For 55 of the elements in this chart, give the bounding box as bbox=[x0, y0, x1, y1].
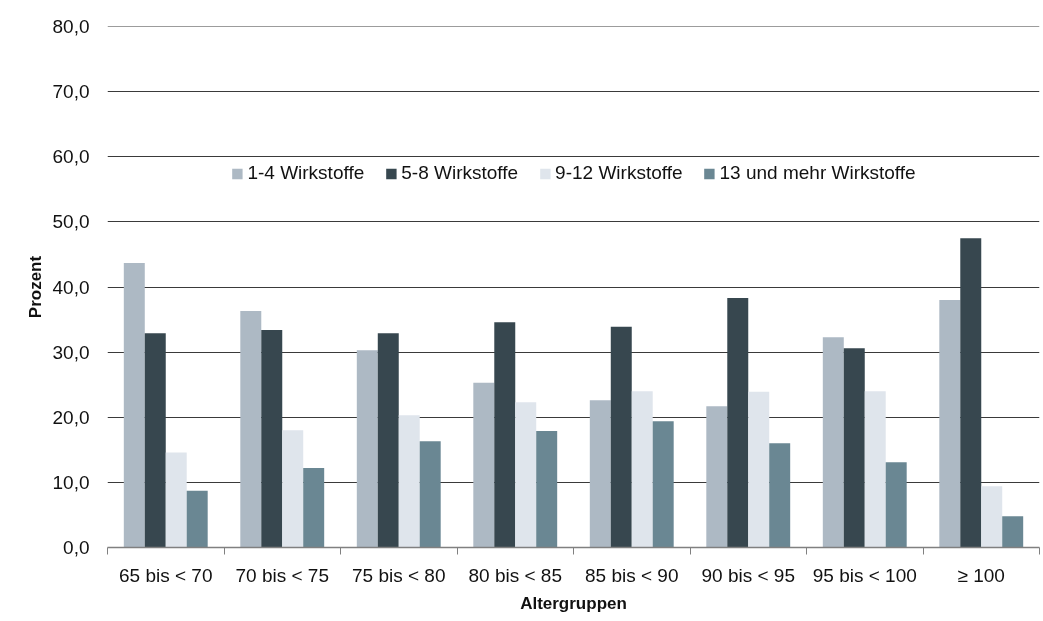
bar bbox=[123, 262, 145, 548]
y-tick-label: 80,0 bbox=[52, 16, 90, 37]
bar bbox=[843, 348, 865, 548]
bar bbox=[960, 238, 982, 548]
bar bbox=[769, 443, 791, 548]
bar bbox=[939, 300, 961, 548]
bar bbox=[494, 322, 516, 548]
x-tick-label: 75 bis < 80 bbox=[352, 564, 446, 586]
bar bbox=[610, 326, 632, 548]
bar bbox=[356, 350, 378, 548]
bar bbox=[377, 333, 399, 548]
x-tick-label: 65 bis < 70 bbox=[119, 564, 213, 586]
x-tick-label: 85 bis < 90 bbox=[585, 564, 679, 586]
y-tick-label: 30,0 bbox=[52, 341, 90, 363]
y-tick-label: 10,0 bbox=[52, 471, 90, 493]
bar bbox=[186, 490, 208, 548]
bar bbox=[473, 382, 495, 548]
bar bbox=[631, 391, 653, 548]
bar bbox=[652, 421, 674, 548]
bar bbox=[589, 400, 611, 548]
x-axis-title: Altergruppen bbox=[520, 593, 627, 613]
x-tick-label: 90 bis < 95 bbox=[701, 564, 796, 586]
x-tick-label: 70 bis < 75 bbox=[235, 564, 330, 586]
bar bbox=[303, 468, 325, 548]
y-tick-label: 70,0 bbox=[52, 81, 90, 103]
bar bbox=[822, 337, 844, 548]
legend-label: 13 und mehr Wirkstoffe bbox=[719, 162, 916, 184]
legend-label: 1-4 Wirkstoffe bbox=[247, 162, 365, 184]
bar bbox=[261, 329, 283, 548]
y-tick-label: 0,0 bbox=[63, 537, 90, 558]
y-tick-label: 40,0 bbox=[52, 276, 90, 298]
x-tick-label: ≥ 100 bbox=[957, 564, 1005, 586]
bar bbox=[515, 402, 537, 548]
legend-label: 5-8 Wirkstoffe bbox=[401, 162, 519, 184]
y-axis-title: Prozent bbox=[25, 255, 45, 319]
bar bbox=[398, 415, 420, 548]
y-tick-label: 50,0 bbox=[52, 211, 90, 233]
bar bbox=[885, 462, 907, 548]
bar bbox=[240, 311, 262, 548]
legend-label: 9-12 Wirkstoffe bbox=[555, 162, 683, 184]
bar bbox=[727, 298, 749, 548]
bar bbox=[419, 441, 441, 548]
y-tick-label: 60,0 bbox=[52, 146, 90, 168]
x-tick-label: 95 bis < 100 bbox=[812, 564, 917, 586]
y-tick-label: 20,0 bbox=[52, 406, 90, 428]
bar bbox=[864, 391, 886, 548]
bar bbox=[144, 333, 166, 548]
bar bbox=[282, 430, 304, 548]
bar bbox=[706, 406, 728, 548]
bar bbox=[536, 430, 558, 548]
bar bbox=[981, 486, 1003, 548]
x-tick-label: 80 bis < 85 bbox=[468, 564, 563, 586]
bar bbox=[1002, 516, 1024, 548]
bar bbox=[165, 452, 187, 548]
bar bbox=[748, 391, 770, 548]
